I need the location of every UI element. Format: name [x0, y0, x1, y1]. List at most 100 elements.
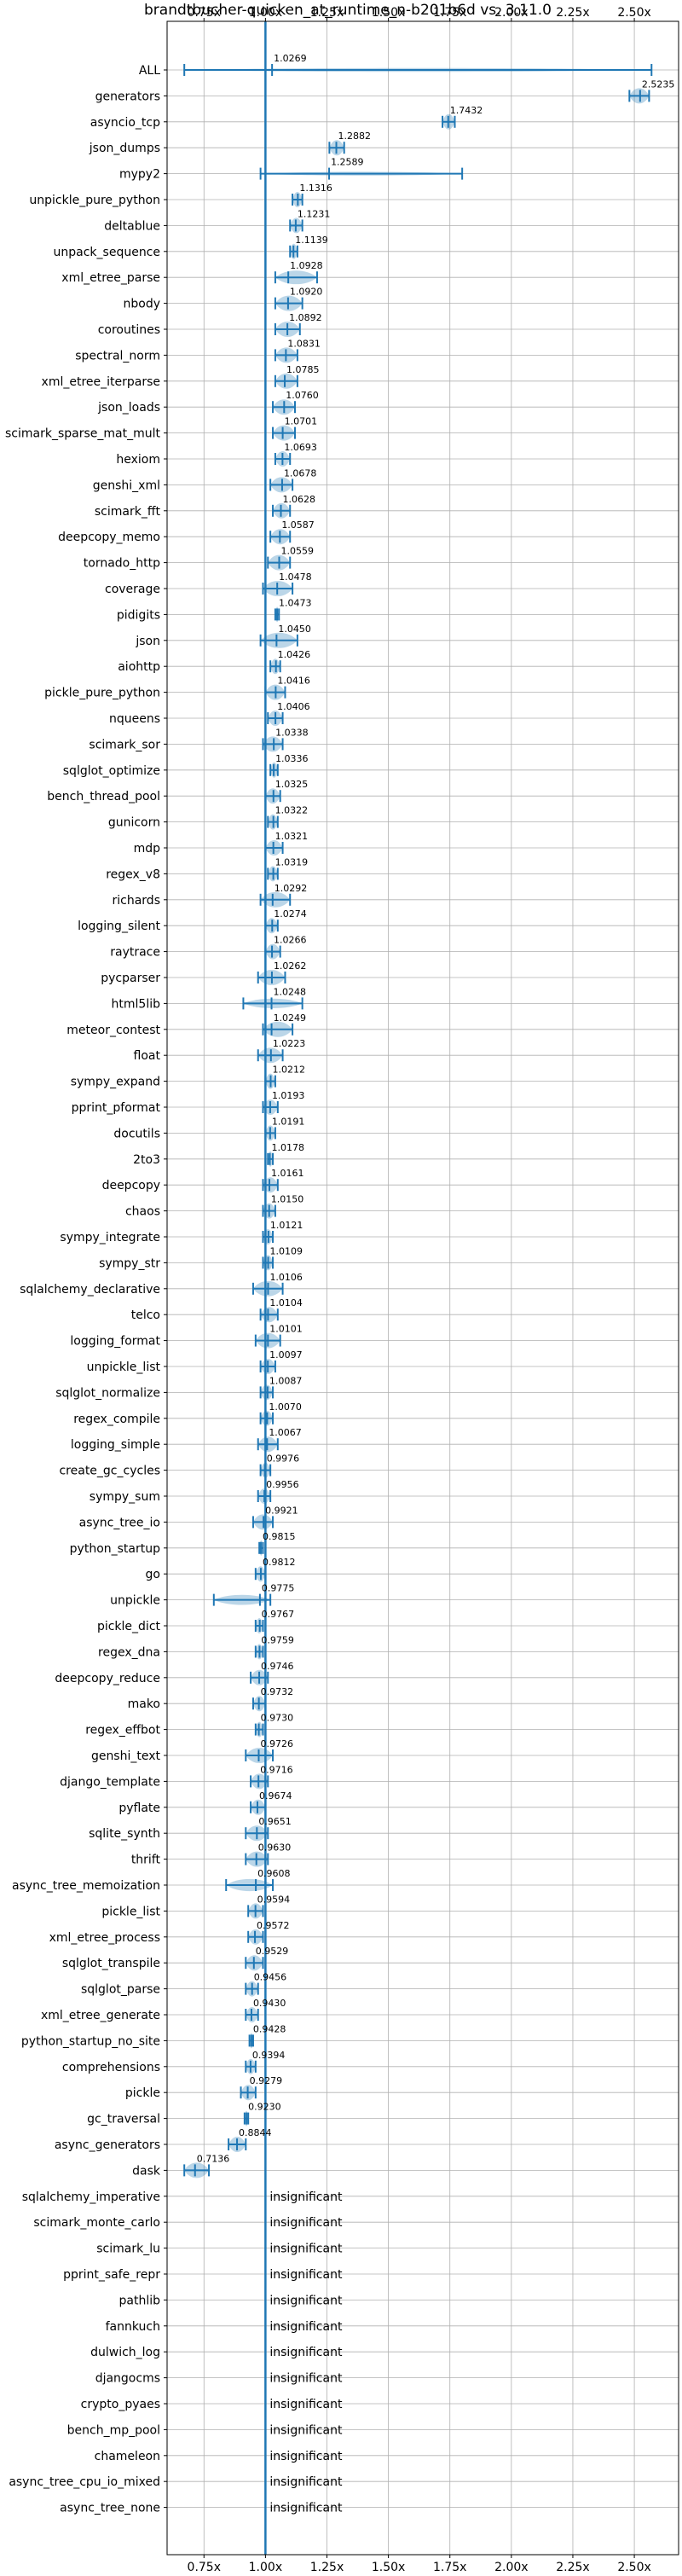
value-annotation: 1.0087 — [269, 1375, 303, 1386]
value-annotation: 0.9529 — [256, 1946, 289, 1957]
value-annotation: 1.0336 — [275, 753, 309, 764]
category-label: scimark_sparse_mat_mult — [5, 427, 160, 441]
category-label: logging_silent — [78, 920, 160, 933]
value-annotation: 0.8844 — [239, 2127, 272, 2138]
category-label: deepcopy_memo — [58, 531, 160, 544]
x-tick-label-top: 1.00x — [249, 6, 282, 20]
value-annotation: 1.0678 — [284, 467, 317, 479]
x-tick-label-top: 2.00x — [494, 6, 528, 20]
value-annotation: 1.0292 — [275, 883, 308, 894]
category-label: telco — [131, 1308, 160, 1322]
category-label: sqlglot_transpile — [62, 1957, 160, 1970]
category-label: asyncio_tcp — [90, 116, 160, 130]
x-tick-label-bottom: 1.75x — [433, 2561, 466, 2574]
insignificant-label: insignificant — [269, 2242, 343, 2256]
category-label: spectral_norm — [75, 349, 160, 363]
value-annotation: 0.9726 — [260, 1738, 293, 1749]
category-label: sqlglot_parse — [81, 1983, 160, 1997]
category-label: pycparser — [101, 972, 160, 985]
category-label: scimark_sor — [89, 738, 160, 751]
category-label: gc_traversal — [87, 2113, 160, 2126]
value-annotation: 0.9674 — [259, 1790, 292, 1801]
value-annotation: 0.9630 — [258, 1842, 292, 1854]
value-annotation: 0.9430 — [253, 1998, 286, 2009]
value-annotation: 1.0193 — [272, 1090, 305, 1101]
value-annotation: 0.9730 — [261, 1713, 294, 1724]
category-label: xml_etree_process — [49, 1931, 160, 1945]
tick-layer: 0.75x 0.75x 1.00x 1.00x 1.25x 1.25x 1.50x 1.50x… — [5, 6, 651, 2574]
category-label: tornado_http — [84, 557, 160, 571]
x-tick-label-bottom: 2.50x — [617, 2561, 650, 2574]
category-label: async_generators — [55, 2138, 160, 2152]
value-annotation: 1.0161 — [271, 1168, 304, 1179]
value-annotation: 1.0892 — [289, 312, 322, 323]
value-annotation: 0.7136 — [197, 2153, 230, 2164]
category-label: regex_compile — [73, 1413, 160, 1426]
value-annotation: 1.0274 — [274, 908, 307, 920]
x-tick-label-bottom: 1.00x — [249, 2561, 282, 2574]
category-label: hexiom — [116, 453, 160, 467]
insignificant-label: insignificant — [269, 2502, 343, 2515]
insignificant-label: insignificant — [269, 2268, 343, 2282]
x-tick-label-bottom: 0.75x — [188, 2561, 221, 2574]
insignificant-label: insignificant — [269, 2216, 343, 2230]
category-label: 2to3 — [133, 1153, 160, 1167]
value-annotation: 1.0106 — [269, 1272, 303, 1283]
category-label: djangocms — [95, 2372, 160, 2386]
value-annotation: 1.2882 — [338, 131, 372, 142]
category-label: logging_simple — [71, 1438, 160, 1452]
value-annotation: 1.0067 — [269, 1427, 302, 1438]
value-annotation: 1.0104 — [269, 1297, 303, 1308]
insignificant-label: insignificant — [269, 2475, 343, 2489]
value-annotation: 1.0559 — [281, 546, 315, 557]
grid-layer — [167, 21, 679, 2555]
value-annotation: 1.0831 — [287, 338, 321, 349]
category-label: richards — [113, 894, 161, 908]
insignificant-label: insignificant — [269, 2320, 343, 2334]
category-label: bench_thread_pool — [47, 790, 160, 804]
category-label: xml_etree_iterparse — [42, 375, 160, 389]
category-label: regex_v8 — [106, 867, 160, 881]
value-annotation: 1.0322 — [275, 805, 309, 816]
category-label: pprint_pformat — [72, 1101, 161, 1115]
value-annotation: 1.0785 — [286, 364, 320, 375]
category-label: nbody — [124, 298, 161, 311]
category-label: deepcopy — [102, 1179, 160, 1192]
category-label: pidigits — [117, 608, 160, 622]
insignificant-label: insignificant — [269, 2190, 343, 2204]
value-annotation: 0.9572 — [257, 1920, 290, 1931]
value-annotation: 0.9767 — [262, 1609, 295, 1620]
category-label: async_tree_io — [79, 1516, 160, 1529]
category-label: deepcopy_reduce — [55, 1672, 160, 1685]
x-tick-label-top: 1.50x — [372, 6, 405, 20]
value-annotation: 0.9716 — [260, 1764, 293, 1775]
value-annotation: 1.0191 — [272, 1116, 305, 1127]
value-annotation: 1.0249 — [274, 1012, 307, 1024]
category-label: regex_dna — [98, 1645, 160, 1659]
value-annotation: 1.0701 — [285, 416, 318, 427]
value-annotation: 1.7432 — [450, 105, 483, 116]
value-annotation: 0.9651 — [258, 1816, 292, 1827]
category-label: sqlglot_optimize — [63, 764, 160, 778]
value-annotation: 1.0212 — [273, 1065, 306, 1076]
category-label: ALL — [139, 64, 160, 78]
category-label: scimark_monte_carlo — [33, 2216, 160, 2230]
category-label: nqueens — [109, 712, 160, 726]
value-annotation: 1.0109 — [270, 1245, 303, 1256]
value-annotation: 1.0325 — [275, 779, 309, 790]
value-annotation: 0.9759 — [261, 1634, 294, 1645]
category-label: xml_etree_parse — [61, 271, 160, 285]
value-annotation: 1.0101 — [269, 1324, 303, 1335]
x-tick-label-top: 0.75x — [188, 6, 221, 20]
value-annotation: 1.0150 — [271, 1194, 304, 1205]
category-label: mypy2 — [119, 168, 160, 182]
value-annotation: 1.0693 — [284, 442, 317, 453]
label-layer: 1.0269 2.5235 1.7432 1.2882 1.2589 1.1316 1.12… — [197, 53, 675, 2515]
category-label: docutils — [113, 1127, 160, 1140]
category-label: sqlglot_normalize — [55, 1386, 160, 1400]
value-annotation: 1.0121 — [270, 1220, 303, 1231]
category-label: aiohttp — [118, 660, 160, 674]
value-annotation: 1.0248 — [274, 986, 307, 997]
category-label: gunicorn — [108, 816, 160, 830]
